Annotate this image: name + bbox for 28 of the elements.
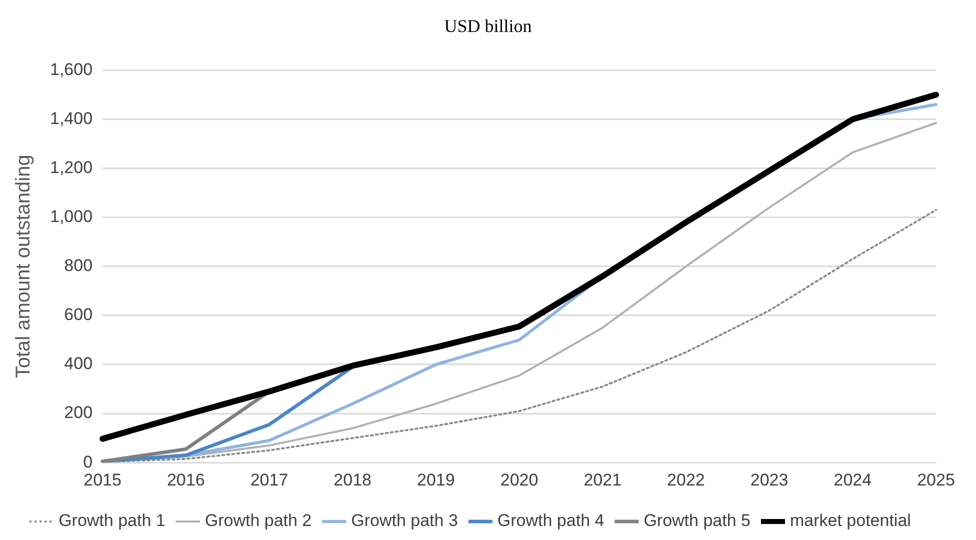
legend-label: Growth path 5 [644,511,750,530]
y-axis-title: Total amount outstanding [12,154,35,378]
legend-label: Growth path 1 [58,511,166,530]
y-tick-label: 200 [64,403,93,422]
y-tick-label: 1,400 [50,108,93,128]
x-tick-label: 2018 [334,470,372,490]
x-tick-label: 2020 [500,470,538,490]
legend-label: Growth path 2 [204,511,312,530]
x-tick-label: 2023 [750,470,788,490]
x-tick-label: 2017 [250,470,288,490]
x-tick-label: 2016 [166,470,205,490]
y-tick-label: 600 [64,305,93,324]
legend-label: market potential [790,511,911,530]
y-tick-label: 800 [64,256,93,276]
x-tick-label: 2021 [584,470,622,490]
x-tick-label: 2025 [917,470,955,490]
x-tick-label: 2019 [417,470,455,490]
y-tick-label: 400 [64,354,93,374]
chart-title: USD billion [443,16,533,37]
x-tick-label: 2024 [834,470,872,490]
y-tick-label: 1,200 [50,158,93,177]
y-tick-label: 1,600 [50,60,93,79]
x-tick-label: 2015 [84,470,122,490]
y-tick-label: 0 [83,452,93,472]
y-tick-label: 1,000 [50,207,93,226]
legend-label: Growth path 3 [351,511,458,530]
x-tick-label: 2022 [667,470,705,490]
legend-label: Growth path 4 [497,511,604,530]
